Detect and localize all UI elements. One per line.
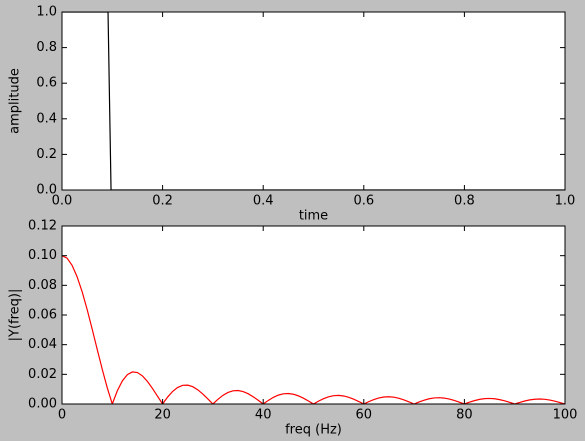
x-tick-label: 60	[356, 408, 373, 423]
plot-data	[62, 255, 565, 404]
y-tick-label: 0.4	[36, 111, 57, 126]
y-tick-label: 0.00	[28, 397, 57, 412]
y-tick-label: 0.04	[28, 337, 57, 352]
x-tick-label: 100	[553, 408, 578, 423]
y-tick-label: 0.12	[28, 219, 57, 234]
y-tick-label: 0.08	[28, 278, 57, 293]
y-tick-label: 1.0	[36, 5, 57, 20]
x-tick-label: 0.4	[253, 194, 274, 209]
y-tick-label: 0.02	[28, 367, 57, 382]
y-tick-label: 0.10	[28, 248, 57, 263]
data-line	[62, 255, 565, 404]
plot-area	[62, 12, 565, 190]
data-line	[62, 12, 565, 190]
y-tick-label: 0.06	[28, 308, 57, 323]
x-tick-label: 40	[255, 408, 272, 423]
x-tick-label: 0.2	[152, 194, 173, 209]
x-tick-label: 0.8	[454, 194, 475, 209]
x-tick-label: 0.0	[52, 194, 73, 209]
x-tick-label: 20	[154, 408, 171, 423]
y-tick-label: 0.8	[36, 40, 57, 55]
x-tick-label: 1.0	[555, 194, 576, 209]
plot-frame	[61, 11, 566, 191]
x-axis-label: freq (Hz)	[285, 423, 342, 438]
y-tick-label: 0.2	[36, 147, 57, 162]
plot-area	[62, 226, 565, 404]
y-tick-label: 0.0	[36, 183, 57, 198]
y-tick-label: 0.6	[36, 76, 57, 91]
x-tick-label: 80	[456, 408, 473, 423]
y-axis-label: |Y(freq)|	[8, 289, 23, 342]
x-tick-label: 0	[58, 408, 66, 423]
x-axis-label: time	[299, 209, 328, 224]
y-axis-label: amplitude	[8, 68, 23, 134]
x-tick-label: 0.6	[353, 194, 374, 209]
plot-data	[62, 12, 565, 190]
